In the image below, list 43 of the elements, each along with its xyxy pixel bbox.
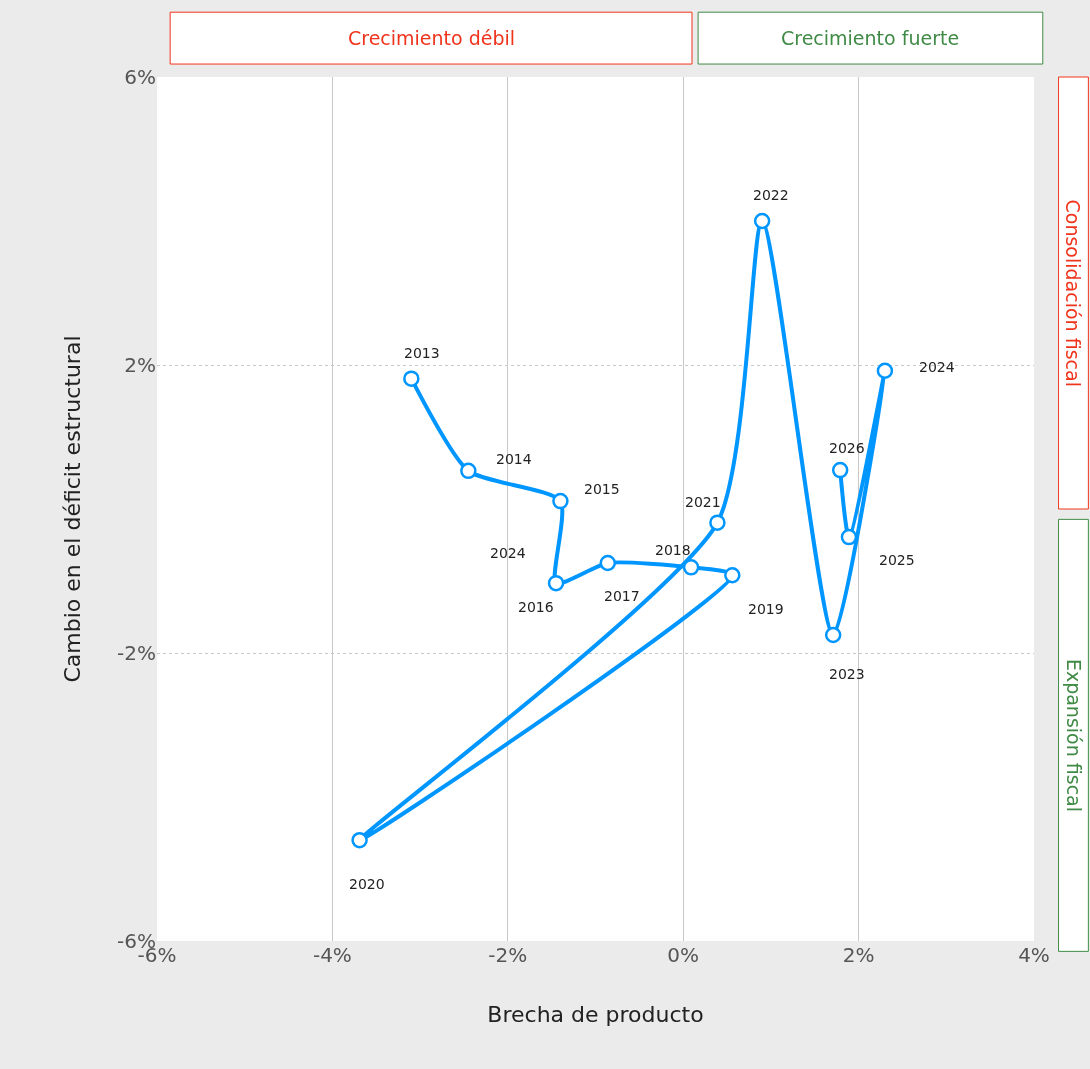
- text: Crecimiento débil: [348, 27, 516, 49]
- point: [724, 566, 741, 584]
- point: [876, 362, 894, 379]
- annotation: 2017: [604, 588, 640, 604]
- point: [547, 574, 565, 592]
- x-tick-label: 2%: [842, 943, 875, 967]
- annotation: 2022: [753, 187, 789, 203]
- x-tick-label: 0%: [667, 943, 700, 967]
- point: [682, 559, 700, 576]
- annotation: 2019: [748, 601, 784, 617]
- y-tick-label: 6%: [124, 65, 156, 89]
- point: [753, 212, 771, 230]
- annotation: 2015: [584, 481, 620, 497]
- annotation: 2023: [829, 666, 865, 682]
- annotation: 2024: [919, 359, 955, 375]
- annotation: 2016: [518, 599, 554, 615]
- x-tick-label: -2%: [488, 943, 528, 967]
- point: [599, 554, 617, 572]
- y-axis-title: Cambio en el déficit estructural: [59, 335, 85, 683]
- point: [831, 461, 849, 479]
- point: [840, 528, 858, 546]
- point: [351, 831, 368, 849]
- text: Expansión fiscal: [1062, 658, 1085, 813]
- point: [709, 514, 726, 531]
- annotation: 2025: [879, 552, 915, 568]
- annotation: 2026: [829, 440, 865, 456]
- point: [403, 370, 420, 387]
- annotation: 2018: [655, 542, 691, 558]
- text: Consolidación fiscal: [1062, 199, 1085, 387]
- y-tick-label: 2%: [124, 353, 156, 377]
- annotation: 2014: [496, 451, 532, 467]
- y-tick-label: -2%: [117, 641, 156, 665]
- point: [824, 626, 842, 644]
- point: [460, 462, 477, 480]
- annotation: 2013: [404, 345, 440, 361]
- annotation: 2020: [349, 876, 385, 892]
- x-tick-label: -4%: [312, 943, 352, 967]
- point: [552, 492, 569, 510]
- annotation: 2021: [685, 494, 721, 510]
- x-tick-label: 4%: [1018, 943, 1050, 967]
- text: Crecimiento fuerte: [781, 27, 960, 49]
- x-axis-title: Brecha de producto: [487, 1001, 704, 1027]
- annotation: 2024: [490, 545, 526, 561]
